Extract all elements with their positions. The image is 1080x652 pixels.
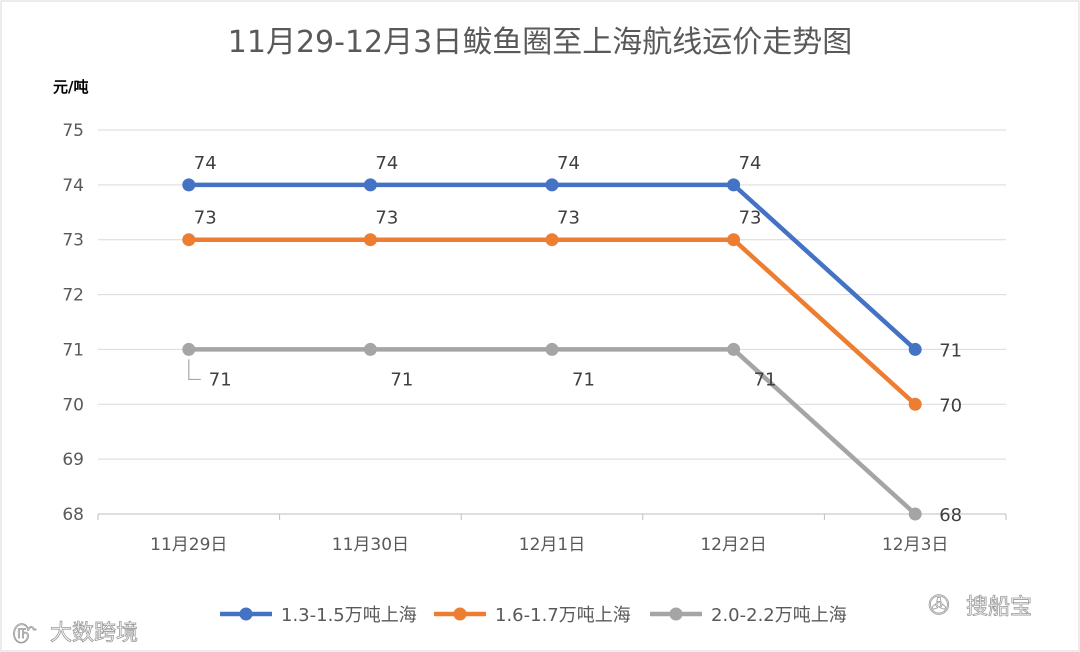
legend: 1.3-1.5万吨上海 1.6-1.7万吨上海 2.0-2.2万吨上海 [220, 605, 847, 626]
y-tick-label: 70 [62, 395, 84, 415]
data-point [727, 178, 741, 192]
data-point [545, 178, 559, 192]
watermark-left: ௹ 大数跨境 [12, 619, 139, 647]
y-axis-label: 元/吨 [53, 78, 88, 96]
x-tick-label: 12月2日 [700, 535, 766, 555]
data-label: 74 [375, 153, 398, 174]
watermark-right: ✇ 搜船宝 [928, 591, 1033, 622]
data-point [727, 342, 741, 356]
leader-line [188, 359, 201, 381]
chart-title: 11月29-12月3日鲅鱼圈至上海航线运价走势图 [228, 25, 852, 60]
data-labels: 74 74 74 74 71 73 73 73 73 70 71 71 71 71 68 [188, 153, 962, 526]
x-tick-label: 11月29日 [150, 535, 227, 555]
x-tick-label: 12月1日 [519, 535, 585, 555]
data-point [363, 342, 377, 356]
legend-label: 1.6-1.7万吨上海 [495, 605, 631, 626]
data-point [182, 178, 196, 192]
y-tick-label: 69 [62, 450, 84, 470]
data-label: 74 [557, 153, 580, 174]
wechat-icon: ✇ [928, 591, 950, 621]
legend-label: 1.3-1.5万吨上海 [281, 605, 417, 626]
x-axis: 11月29日 11月30日 12月1日 12月2日 12月3日 [97, 513, 1007, 555]
y-tick-labels: 68 69 70 71 72 73 74 75 [62, 121, 84, 525]
watermark-right-text: 搜船宝 [966, 595, 1032, 620]
data-label: 71 [939, 340, 962, 361]
data-label: 74 [739, 153, 762, 174]
data-point [182, 233, 196, 247]
data-point [182, 342, 196, 356]
data-label: 73 [557, 208, 580, 229]
series-group [182, 178, 922, 521]
data-label: 71 [390, 369, 413, 390]
data-point [545, 233, 559, 247]
data-label: 73 [194, 208, 217, 229]
data-label: 71 [754, 369, 777, 390]
data-point [727, 233, 741, 247]
data-point [363, 178, 377, 192]
x-tick-label: 12月3日 [882, 535, 948, 555]
data-label: 71 [572, 369, 595, 390]
data-point [908, 342, 922, 356]
data-label: 74 [194, 153, 217, 174]
y-tick-label: 74 [62, 176, 84, 196]
x-tick-label: 11月30日 [332, 535, 409, 555]
y-tick-label: 73 [62, 231, 84, 251]
y-tick-label: 68 [62, 505, 84, 525]
legend-swatch-marker [239, 607, 253, 621]
legend-swatch-marker [669, 607, 683, 621]
data-label: 70 [939, 395, 962, 416]
data-point [545, 342, 559, 356]
y-tick-label: 71 [62, 340, 84, 360]
data-label: 73 [739, 208, 762, 229]
watermark-left-text: 大数跨境 [50, 621, 138, 646]
y-tick-label: 72 [62, 286, 84, 306]
data-label: 71 [209, 369, 232, 390]
legend-label: 2.0-2.2万吨上海 [711, 605, 847, 626]
data-point [363, 233, 377, 247]
y-tick-label: 75 [62, 121, 84, 141]
legend-swatch-marker [453, 607, 467, 621]
data-point [908, 397, 922, 411]
weibo-icon: ௹ [12, 619, 37, 643]
data-label: 73 [375, 208, 398, 229]
data-point [908, 507, 922, 521]
data-label: 68 [939, 505, 962, 526]
